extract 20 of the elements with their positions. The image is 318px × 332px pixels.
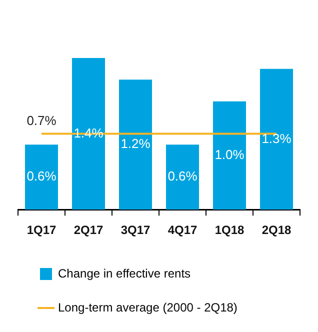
- data-label: 1.3%: [262, 130, 292, 146]
- x-tick-label: 4Q17: [168, 223, 198, 238]
- bar: [166, 144, 199, 210]
- x-tick-label: 2Q17: [74, 223, 104, 238]
- x-tick-label: 3Q17: [120, 223, 150, 238]
- data-label: 0.7%: [26, 112, 57, 128]
- bar: [72, 58, 105, 210]
- bar: [260, 68, 293, 210]
- legend-label: Change in effective rents: [58, 266, 191, 280]
- data-label: 1.2%: [120, 136, 151, 152]
- x-tick-label: 1Q18: [214, 223, 244, 238]
- legend-label: Long-term average (2000 - 2Q18): [58, 300, 238, 314]
- x-tick-label: 2Q18: [262, 223, 292, 238]
- data-label: 0.6%: [26, 168, 57, 184]
- bar: [119, 80, 152, 210]
- bar: [25, 144, 58, 210]
- data-label: 1.0%: [214, 147, 245, 162]
- data-label: 0.6%: [168, 168, 198, 184]
- bar: [213, 101, 246, 210]
- x-tick-label: 1Q17: [26, 223, 56, 238]
